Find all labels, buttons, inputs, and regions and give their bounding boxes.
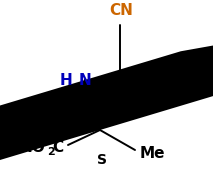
- Text: N: N: [79, 73, 92, 88]
- Text: H: H: [59, 73, 72, 88]
- Text: Me: Me: [140, 145, 166, 160]
- Text: C: C: [52, 140, 63, 156]
- Text: 2: 2: [47, 147, 55, 157]
- Text: S: S: [97, 153, 107, 167]
- Text: CN: CN: [109, 3, 133, 18]
- Text: Me: Me: [165, 88, 190, 103]
- Text: HO: HO: [20, 140, 46, 156]
